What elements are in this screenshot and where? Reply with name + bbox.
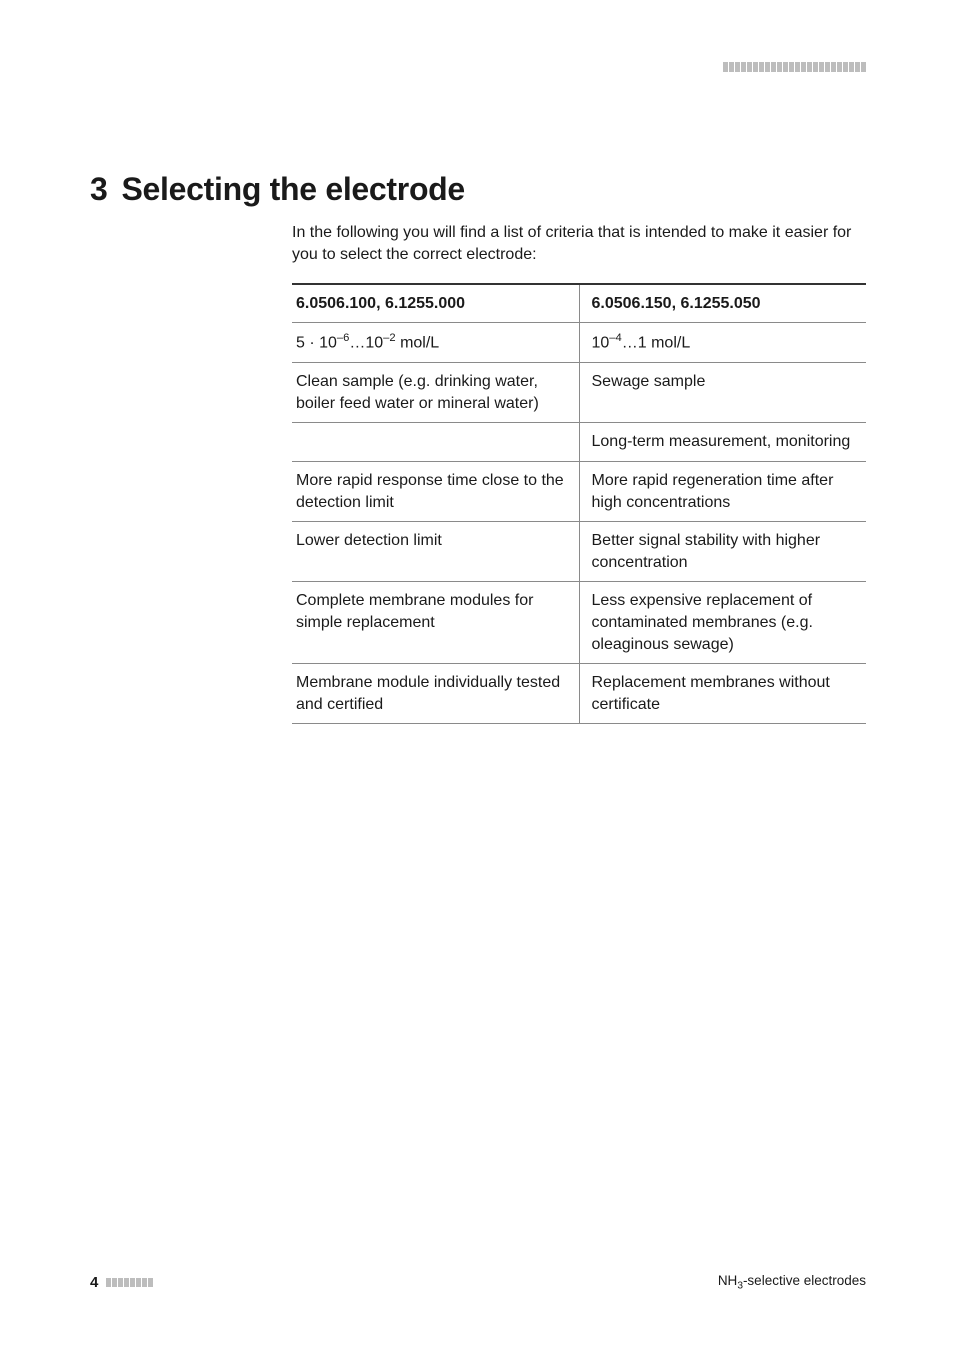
table-body: 5 · 10–6…10–2 mol/L10–4…1 mol/LClean sam…	[292, 323, 866, 724]
table-cell-right: Less expensive replacement of contaminat…	[579, 582, 866, 664]
table-cell-left: Clean sample (e.g. drinking water, boile…	[292, 363, 579, 423]
chapter-number: 3	[90, 171, 108, 207]
content-area: In the following you will find a list of…	[292, 206, 866, 724]
table-cell-right: More rapid regeneration time after high …	[579, 462, 866, 522]
footer-doc-title: NH3-selective electrodes	[718, 1273, 866, 1292]
comparison-table: 6.0506.100, 6.1255.000 6.0506.150, 6.125…	[292, 283, 866, 725]
table-cell-right: 10–4…1 mol/L	[579, 323, 866, 363]
table-header-right: 6.0506.150, 6.1255.050	[579, 284, 866, 323]
table-cell-left	[292, 423, 579, 462]
footer-decor-bars	[106, 1278, 153, 1287]
table-cell-left: Membrane module individually tested and …	[292, 664, 579, 724]
table-cell-right: Sewage sample	[579, 363, 866, 423]
chapter-heading: 3 Selecting the electrode	[90, 171, 465, 208]
table-cell-right: Better signal stability with higher conc…	[579, 522, 866, 582]
table-cell-left: More rapid response time close to the de…	[292, 462, 579, 522]
page-number: 4	[90, 1274, 98, 1291]
page-footer: 4 NH3-selective electrodes	[90, 1273, 866, 1292]
table-cell-right: Replacement membranes without certificat…	[579, 664, 866, 724]
table-cell-left: 5 · 10–6…10–2 mol/L	[292, 323, 579, 363]
table-cell-left: Complete membrane modules for simple rep…	[292, 582, 579, 664]
intro-paragraph: In the following you will find a list of…	[292, 222, 866, 267]
table-cell-right: Long-term measurement, monitoring	[579, 423, 866, 462]
footer-left: 4	[90, 1274, 153, 1291]
chapter-title: Selecting the electrode	[122, 171, 465, 207]
header-decor-bars	[723, 62, 866, 72]
table-cell-left: Lower detection limit	[292, 522, 579, 582]
table-header-left: 6.0506.100, 6.1255.000	[292, 284, 579, 323]
